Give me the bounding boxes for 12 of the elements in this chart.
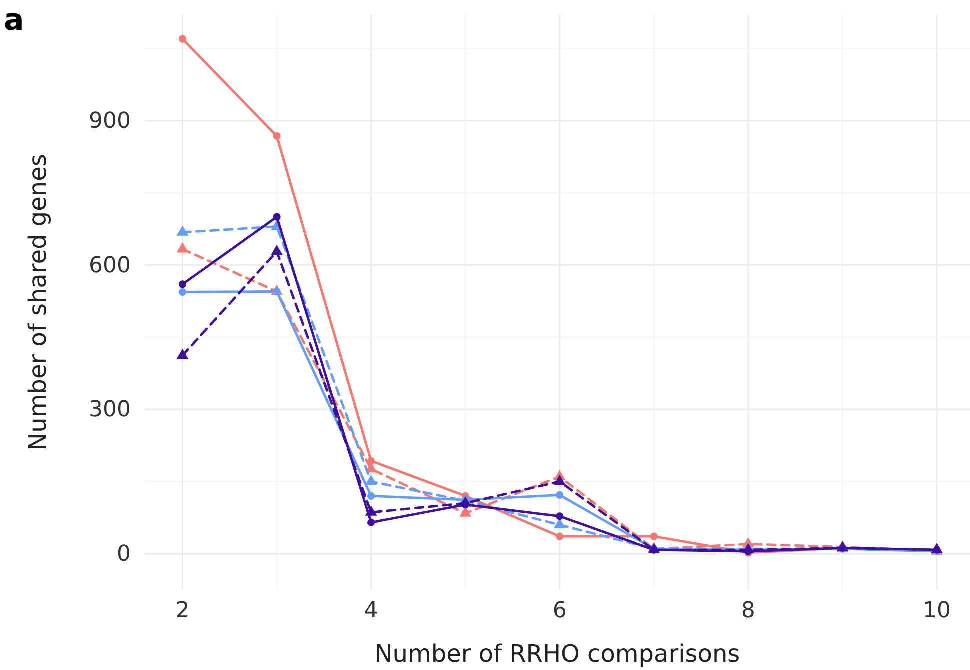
y-axis-title: Number of shared genes [24,154,52,451]
y-tick-label: 300 [89,398,131,423]
text: a [4,3,24,38]
y-tick-label: 0 [117,542,131,567]
y-tick-label: 900 [89,108,131,134]
y-tick-label: 600 [89,253,131,278]
x-tick-label: 8 [741,598,756,624]
x-tick-label: 6 [552,598,567,624]
x-tick-label: 10 [923,598,951,624]
x-axis-title: Number of RRHO comparisons [374,640,740,668]
x-tick-label: 4 [364,598,378,624]
x-tick-label: 2 [176,598,190,624]
